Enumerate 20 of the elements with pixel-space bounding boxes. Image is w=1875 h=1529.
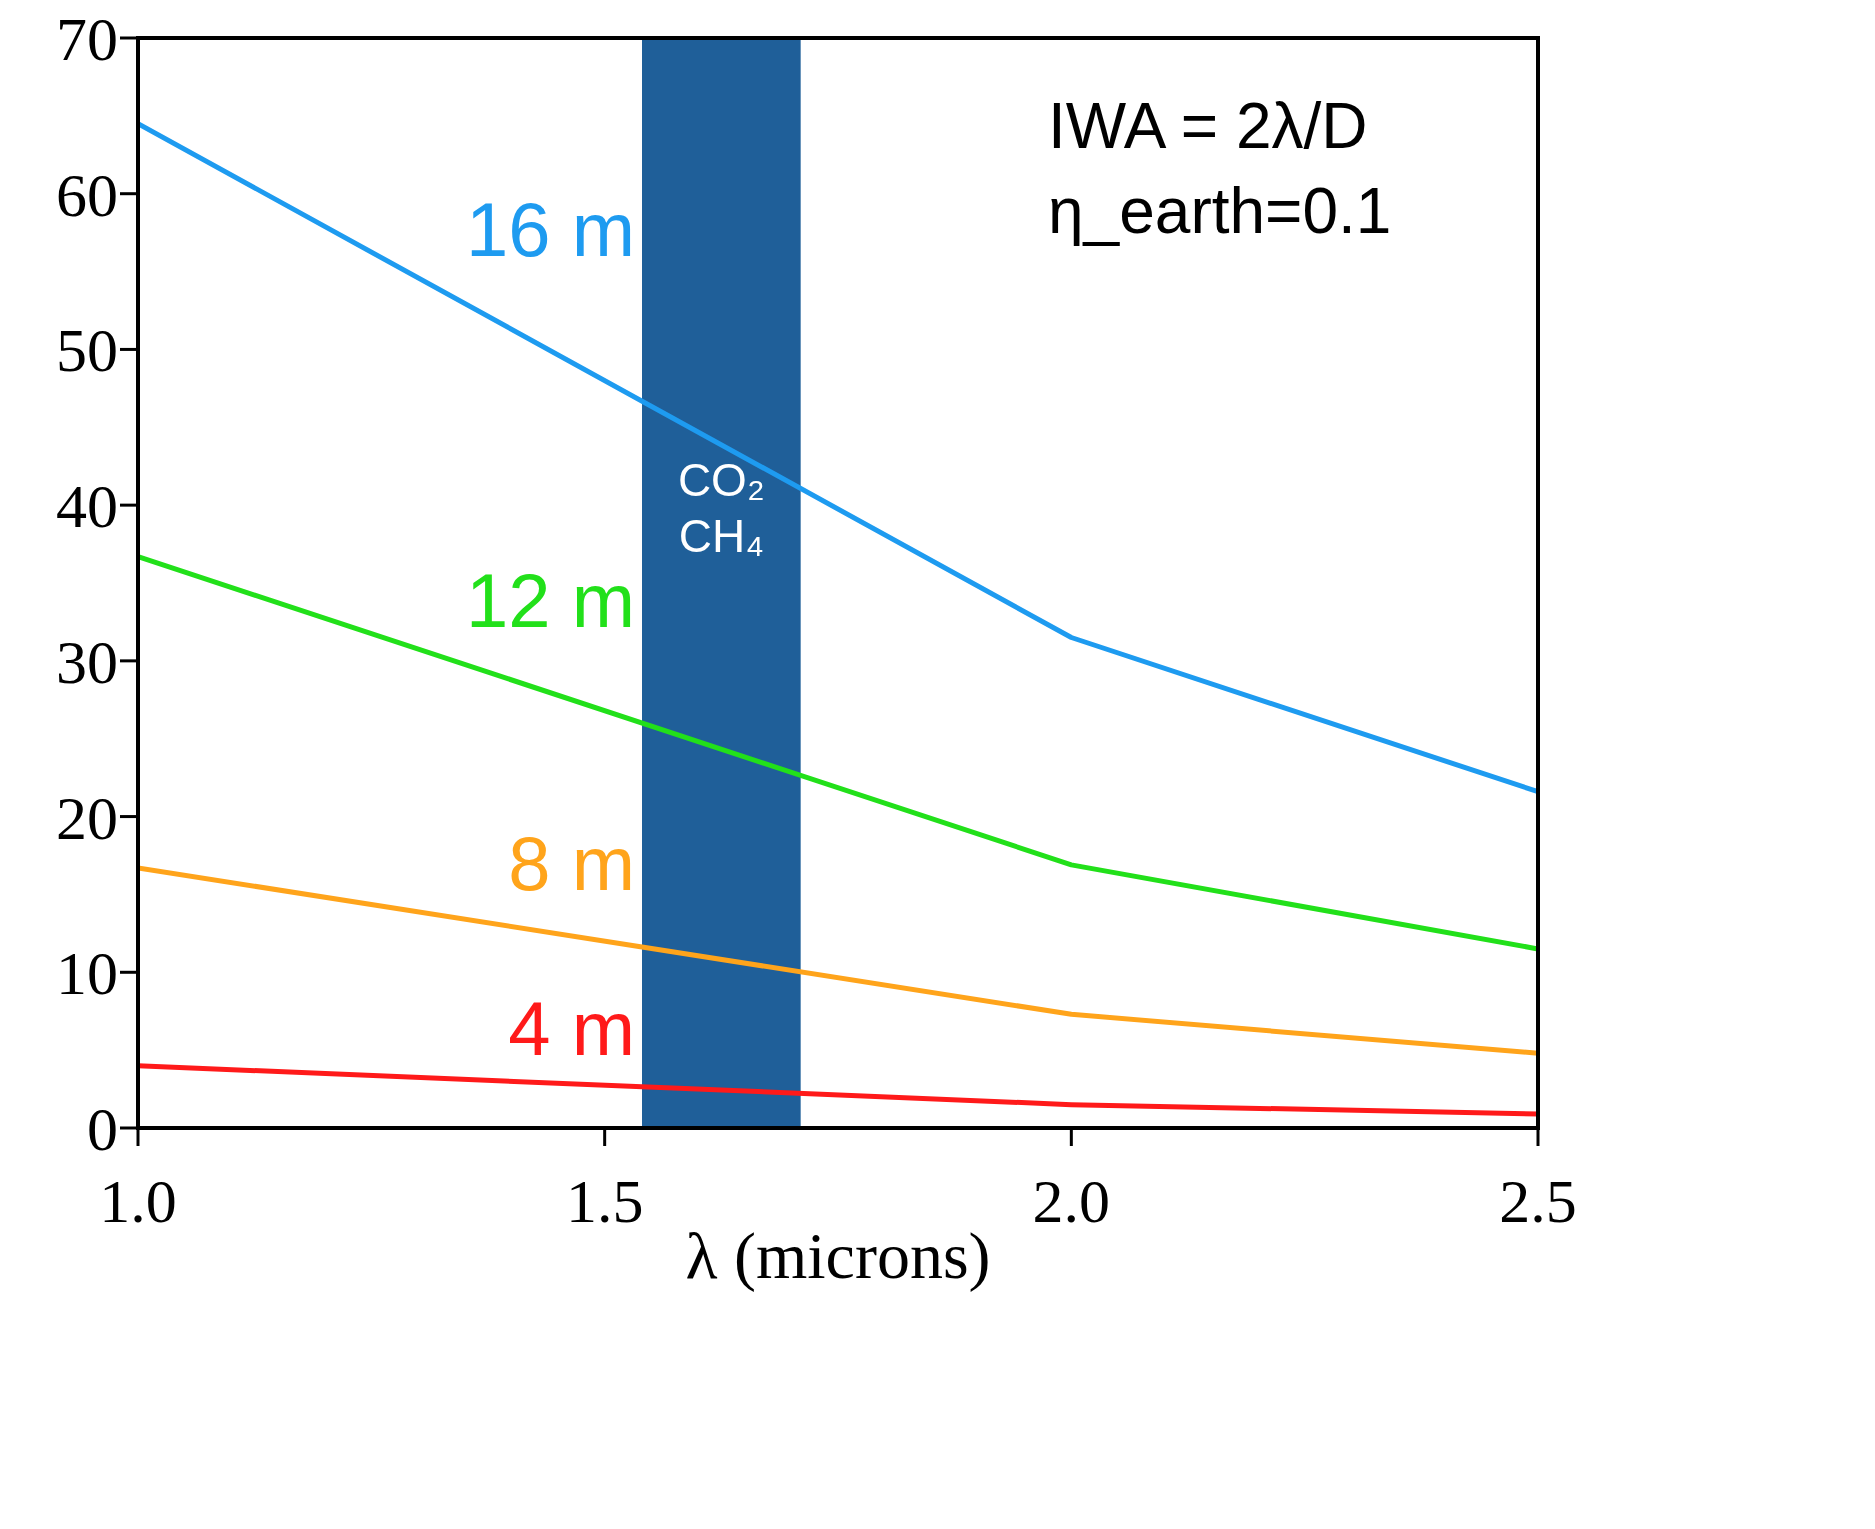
annotation: IWA = 2λ/D [1048, 90, 1368, 162]
x-tick-label: 1.5 [565, 1167, 644, 1236]
x-axis-title: λ (microns) [685, 1219, 991, 1293]
y-tick-label: 40 [56, 472, 118, 541]
x-tick-label: 1.0 [99, 1167, 177, 1236]
series-label: 4 m [508, 986, 635, 1072]
band-label: CO₂ CH₄ [677, 453, 765, 562]
series-label: 12 m [466, 558, 635, 644]
series-label: 16 m [466, 186, 635, 272]
y-tick-label: 30 [56, 627, 118, 696]
y-tick-label: 50 [56, 316, 118, 385]
y-tick-label: 20 [56, 783, 118, 852]
y-tick-label: 10 [56, 939, 118, 1008]
x-tick-label: 2.0 [1032, 1167, 1111, 1236]
y-tick-label: 0 [87, 1095, 118, 1164]
annotation: η_earth=0.1 [1048, 175, 1392, 247]
y-tick-label: 60 [56, 160, 118, 229]
y-tick-label: 70 [56, 5, 118, 74]
series-label: 8 m [508, 820, 635, 906]
x-tick-label: 2.5 [1499, 1167, 1577, 1236]
